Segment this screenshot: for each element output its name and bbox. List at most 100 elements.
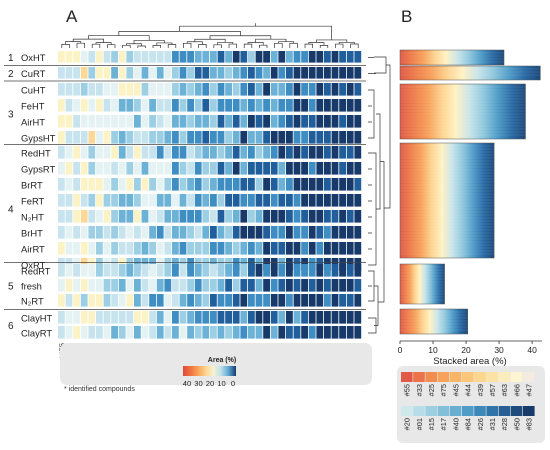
heatmap-cell: [103, 194, 111, 207]
heatmap-cell: [270, 146, 278, 159]
x-axis-title: Stacked area (%): [433, 356, 506, 367]
heatmap-cell: [346, 311, 354, 324]
heatmap-cell: [232, 67, 240, 79]
heatmap-cell: [308, 326, 316, 339]
heatmap-cell: [278, 131, 286, 144]
heatmap-cell: [308, 162, 316, 175]
heatmap-cell: [103, 294, 111, 307]
heatmap-cell: [316, 162, 324, 175]
heatmap-cell: [156, 83, 164, 96]
heatmap-cell: [293, 264, 301, 277]
heatmap-cell: [134, 162, 141, 175]
heatmap-cell: [141, 279, 149, 292]
heatmap-cell: [80, 162, 88, 175]
heatmap-cell: [111, 99, 118, 112]
heatmap-cell: [263, 178, 270, 191]
heatmap-cell: [301, 279, 308, 292]
heatmap-cell: [103, 83, 111, 96]
heatmap-cell: [194, 294, 202, 307]
heatmap-cell: [80, 264, 88, 277]
footnote: * identified compounds: [64, 386, 135, 393]
heatmap-cell: [293, 146, 301, 159]
heatmap-cell: [293, 311, 301, 324]
heatmap-cell: [194, 194, 202, 207]
heatmap-cell: [248, 83, 255, 96]
heatmap-cell: [149, 115, 156, 128]
stack-legend-swatch: [523, 372, 535, 382]
heatmap-cell: [194, 311, 202, 324]
heatmap-cell: [187, 146, 194, 159]
heatmap-cell: [96, 83, 103, 96]
heatmap-cell: [301, 115, 308, 128]
panel-label-b: B: [401, 7, 412, 26]
heatmap-cell: [80, 51, 88, 63]
heatmap-cell: [96, 99, 103, 112]
heatmap-cell: [286, 210, 293, 223]
heatmap-cell: [293, 178, 301, 191]
heatmap-cell: [293, 194, 301, 207]
heatmap-cell: [172, 67, 179, 79]
heatmap-cell: [286, 131, 293, 144]
heatmap-cell: [187, 264, 194, 277]
heatmap-cell: [316, 115, 324, 128]
heatmap-cell: [111, 146, 118, 159]
heatmap-cell: [225, 83, 232, 96]
heatmap-cell: [278, 279, 286, 292]
heatmap-cell: [354, 210, 362, 223]
heatmap-cell: [172, 115, 179, 128]
heatmap-cell: [126, 83, 134, 96]
heatmap-cell: [210, 67, 217, 79]
x-tick-label: 0: [398, 345, 403, 355]
heatmap-cell: [248, 210, 255, 223]
row-labels: OxHT CuRT CuHT FeHT AirHT GypsHT RedHT GypsRT Br…: [8, 52, 56, 338]
heatmap-cell: [339, 51, 346, 63]
heatmap-cell: [232, 51, 240, 63]
heatmap-cell: [126, 67, 134, 79]
heatmap-cell: [73, 131, 80, 144]
heatmap-cell: [248, 99, 255, 112]
heatmap-cell: [255, 242, 263, 255]
heatmap-cell: [217, 210, 225, 223]
heatmap-cell: [210, 146, 217, 159]
heatmap-cell: [308, 226, 316, 239]
row-label: CuRT: [21, 68, 46, 79]
heatmap-cell: [331, 326, 339, 339]
heatmap-cell: [134, 194, 141, 207]
heatmap-cell: [179, 178, 187, 191]
heatmap-cell: [149, 226, 156, 239]
heatmap-cell: [293, 226, 301, 239]
heatmap-cell: [346, 115, 354, 128]
heatmap-cell: [263, 146, 270, 159]
stack-legend-label: #25: [427, 384, 436, 396]
heatmap-cell: [141, 115, 149, 128]
legend-panel: [60, 343, 372, 385]
heatmap-cell: [324, 210, 331, 223]
heatmap-cell: [187, 279, 194, 292]
heatmap-cell: [194, 162, 202, 175]
heatmap-cell: [103, 162, 111, 175]
heatmap-cell: [263, 264, 270, 277]
heatmap-cell: [65, 99, 73, 112]
heatmap-cell: [103, 210, 111, 223]
stacked-bar: [399, 142, 495, 259]
heatmap-cell: [156, 146, 164, 159]
heatmap-cell: [96, 210, 103, 223]
heatmap-cell: [225, 210, 232, 223]
heatmap-cell: [232, 226, 240, 239]
heatmap-cell: [346, 83, 354, 96]
heatmap-cell: [354, 279, 362, 292]
heatmap-cell: [225, 194, 232, 207]
heatmap-cell: [339, 226, 346, 239]
stacked-bar: [399, 83, 526, 140]
stack-legend-label: #20: [403, 418, 412, 430]
heatmap-cell: [126, 226, 134, 239]
heatmap-cell: [96, 226, 103, 239]
heatmap-cell: [346, 294, 354, 307]
heatmap-cell: [96, 279, 103, 292]
heatmap-cell: [331, 194, 339, 207]
heatmap-cell: [270, 311, 278, 324]
heatmap-cell: [286, 51, 293, 63]
heatmap-cell: [255, 131, 263, 144]
heatmap-cell: [134, 242, 141, 255]
